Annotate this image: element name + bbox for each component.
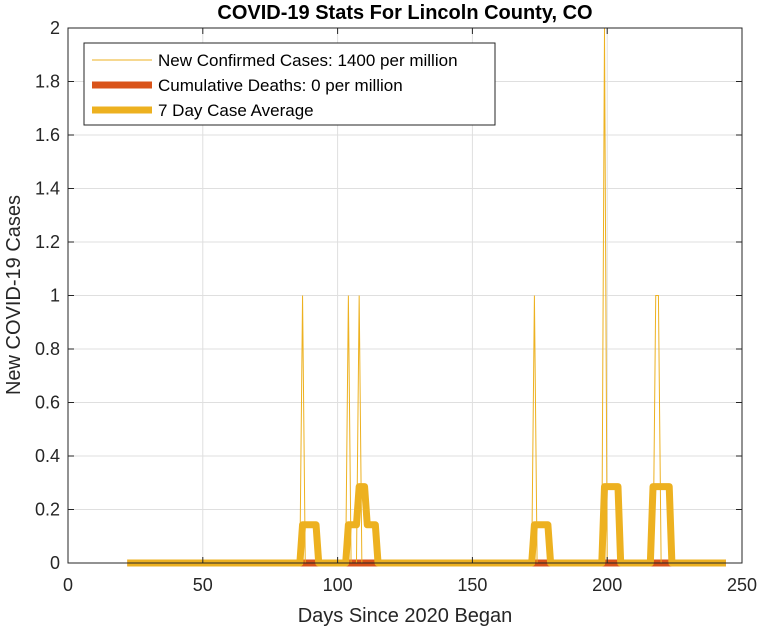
- y-tick-label: 1.2: [35, 232, 60, 252]
- y-tick-label: 1.8: [35, 72, 60, 92]
- x-tick-label: 100: [323, 575, 353, 595]
- legend-label-new-cases: New Confirmed Cases: 1400 per million: [158, 51, 458, 70]
- y-tick-label: 1: [50, 286, 60, 306]
- legend-label-7-day-average: 7 Day Case Average: [158, 101, 314, 120]
- x-tick-label: 250: [727, 575, 757, 595]
- y-tick-label: 1.4: [35, 179, 60, 199]
- y-tick-label: 0.6: [35, 393, 60, 413]
- y-tick-label: 0.4: [35, 446, 60, 466]
- x-tick-label: 200: [592, 575, 622, 595]
- x-tick-label: 50: [193, 575, 213, 595]
- y-axis-label: New COVID-19 Cases: [3, 195, 25, 395]
- legend-label-deaths: Cumulative Deaths: 0 per million: [158, 76, 403, 95]
- x-axis-label: Days Since 2020 Began: [298, 605, 513, 627]
- y-tick-label: 0.8: [35, 339, 60, 359]
- chart-title: COVID-19 Stats For Lincoln County, CO: [217, 2, 592, 24]
- legend-box: [83, 42, 496, 126]
- y-tick-label: 1.6: [35, 125, 60, 145]
- y-tick-label: 0.2: [35, 500, 60, 520]
- x-tick-label: 150: [457, 575, 487, 595]
- legend: New Confirmed Cases: 1400 per million Cu…: [83, 42, 496, 126]
- y-tick-label: 0: [50, 553, 60, 573]
- ticks: 0 50 100 150 200 250 0 0.2 0.4 0.6 0.8 1 1.2 1.4 1.6 1.…: [35, 18, 757, 595]
- y-tick-label: 2: [50, 18, 60, 38]
- x-tick-label: 0: [63, 575, 73, 595]
